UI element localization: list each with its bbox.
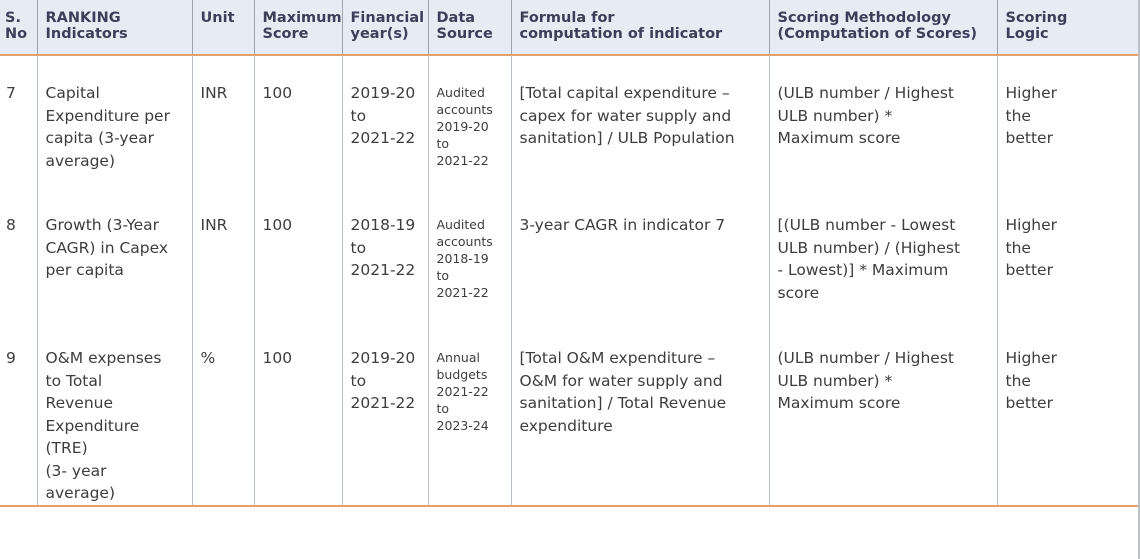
header-scoring-methodology: Scoring Methodology (Computation of Scor… bbox=[768, 0, 997, 56]
table-row: 8 Growth (3-Year CAGR) in Capex per capi… bbox=[0, 188, 1140, 321]
ranking-indicators-table: S. No RANKING Indicators Unit Maximum Sc… bbox=[0, 0, 1140, 507]
cell-data-source: Audited accounts 2018-19 to 2021-22 bbox=[427, 188, 511, 321]
header-maximum-score: Maximum Score bbox=[253, 0, 342, 56]
cell-logic: Higher the better bbox=[996, 55, 1140, 188]
cell-methodology: (ULB number / Highest ULB number) * Maxi… bbox=[768, 55, 997, 188]
cell-financial-years: 2019-20 to 2021-22 bbox=[341, 55, 428, 188]
cell-data-source: Audited accounts 2019-20 to 2021-22 bbox=[427, 55, 511, 188]
table-right-border bbox=[1138, 0, 1140, 559]
cell-indicator: O&M expenses to Total Revenue Expenditur… bbox=[36, 321, 192, 507]
cell-indicator: Capital Expenditure per capita (3-year a… bbox=[36, 55, 192, 188]
cell-logic: Higher the better bbox=[996, 321, 1140, 507]
cell-formula: 3-year CAGR in indicator 7 bbox=[510, 188, 769, 321]
cell-financial-years: 2018-19 to 2021-22 bbox=[341, 188, 428, 321]
cell-max-score: 100 bbox=[253, 188, 342, 321]
cell-formula: [Total capital expenditure – capex for w… bbox=[510, 55, 769, 188]
cell-sno: 9 bbox=[0, 321, 37, 507]
cell-indicator: Growth (3-Year CAGR) in Capex per capita bbox=[36, 188, 192, 321]
cell-unit: INR bbox=[191, 188, 254, 321]
header-data-source: Data Source bbox=[427, 0, 511, 56]
table-row: 7 Capital Expenditure per capita (3-year… bbox=[0, 55, 1140, 188]
header-unit: Unit bbox=[191, 0, 254, 56]
cell-data-source: Annual budgets 2021-22 to 2023-24 bbox=[427, 321, 511, 507]
header-row: S. No RANKING Indicators Unit Maximum Sc… bbox=[0, 0, 1140, 56]
table-header: S. No RANKING Indicators Unit Maximum Sc… bbox=[0, 0, 1140, 56]
cell-methodology: [(ULB number - Lowest ULB number) / (Hig… bbox=[768, 188, 997, 321]
cell-max-score: 100 bbox=[253, 321, 342, 507]
header-financial-years: Financial year(s) bbox=[341, 0, 428, 56]
cell-financial-years: 2019-20 to 2021-22 bbox=[341, 321, 428, 507]
cell-sno: 7 bbox=[6, 84, 16, 102]
cell-sno: 8 bbox=[6, 216, 16, 234]
header-sno: S. No bbox=[0, 0, 37, 56]
header-ranking-indicators: RANKING Indicators bbox=[36, 0, 192, 56]
cell-logic: Higher the better bbox=[996, 188, 1140, 321]
table-row: 9 O&M expenses to Total Revenue Expendit… bbox=[0, 321, 1140, 507]
header-scoring-logic: Scoring Logic bbox=[996, 0, 1140, 56]
cell-unit: INR bbox=[191, 55, 254, 188]
cell-unit: % bbox=[191, 321, 254, 507]
cell-formula: [Total O&M expenditure – O&M for water s… bbox=[510, 321, 769, 507]
header-formula: Formula for computation of indicator bbox=[510, 0, 769, 56]
cell-max-score: 100 bbox=[253, 55, 342, 188]
cell-methodology: (ULB number / Highest ULB number) * Maxi… bbox=[768, 321, 997, 507]
table-body: 7 Capital Expenditure per capita (3-year… bbox=[0, 55, 1140, 507]
